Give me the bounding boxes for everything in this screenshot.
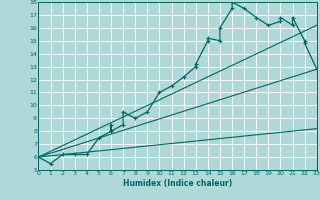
X-axis label: Humidex (Indice chaleur): Humidex (Indice chaleur) [123,179,232,188]
